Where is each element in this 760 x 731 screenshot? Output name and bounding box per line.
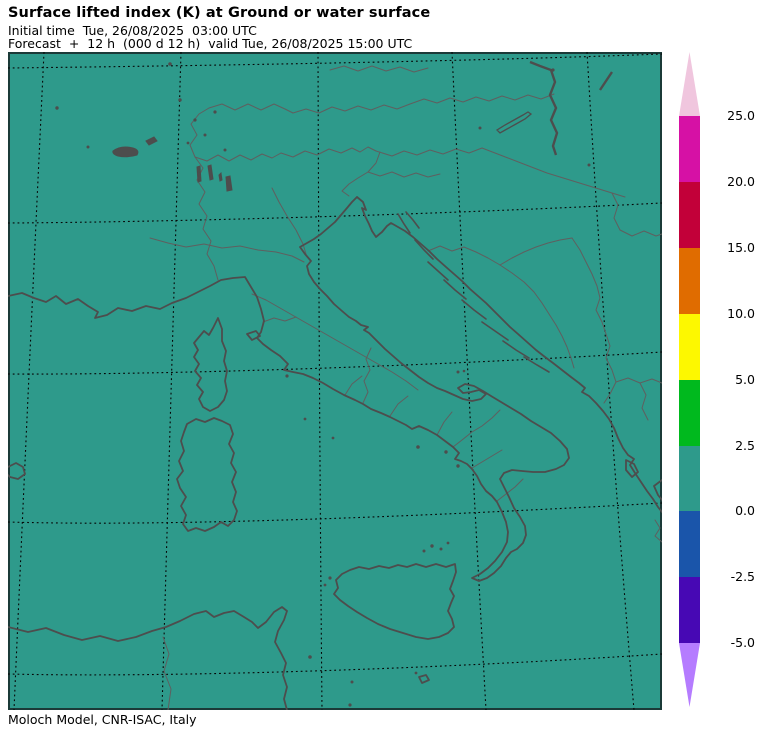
lake-geneva — [112, 146, 139, 158]
coast-elba — [246, 330, 261, 341]
coast-sicily — [333, 563, 457, 640]
colorbar-segment — [679, 314, 700, 380]
coast-menorca — [7, 462, 26, 480]
lake-iseo — [218, 171, 223, 182]
colorbar-tick-label: 2.5 — [735, 438, 755, 453]
colorbar-tick-label: 20.0 — [727, 174, 755, 189]
colorbar-under-arrow — [679, 643, 700, 707]
colorbar-segment — [679, 248, 700, 314]
colorbar-tick-label: 25.0 — [727, 108, 755, 123]
colorbar-tick-label: 5.0 — [735, 372, 755, 387]
coast-corfu — [625, 459, 639, 478]
coast-greece-fragment — [653, 479, 663, 501]
model-credit: Moloch Model, CNR-ISAC, Italy — [8, 712, 197, 727]
colorbar-tick-label: 10.0 — [727, 306, 755, 321]
colorbar-over-arrow — [679, 52, 700, 116]
map-canvas — [7, 51, 663, 711]
colorbar-tick-label: 0.0 — [735, 503, 755, 518]
initial-time-text: Initial time Tue, 26/08/2025 03:00 UTC — [8, 23, 257, 38]
forecast-valid-text: Forecast + 12 h (000 d 12 h) valid Tue, … — [8, 36, 413, 51]
lake-maggiore — [196, 165, 202, 183]
coast-sardinia — [176, 417, 238, 532]
colorbar-segment — [679, 577, 700, 643]
lakes — [112, 60, 613, 192]
plot-title: Surface lifted index (K) at Ground or wa… — [8, 5, 431, 21]
colorbar-tick-label: 15.0 — [727, 240, 755, 255]
coast-corsica — [193, 317, 228, 412]
lake-neuchatel — [145, 136, 158, 146]
coast-malta — [418, 674, 430, 684]
graticule — [7, 51, 663, 711]
tisza-river — [599, 71, 613, 91]
colorbar-tick-label: -5.0 — [730, 635, 755, 650]
colorbar-tick-label: -2.5 — [730, 569, 755, 584]
danube-river — [529, 60, 559, 156]
map-area — [7, 51, 663, 711]
lake-balaton — [495, 111, 533, 134]
lake-garda — [225, 175, 233, 192]
colorbar-segment — [679, 116, 700, 182]
colorbar-segment — [679, 182, 700, 248]
lake-como — [207, 164, 214, 181]
colorbar-segment — [679, 511, 700, 577]
coast-north-africa — [7, 606, 288, 711]
coastlines — [7, 196, 663, 711]
dalmatian-islands — [397, 211, 550, 373]
coast-mainland — [7, 196, 663, 582]
colorbar-segment — [679, 380, 700, 446]
small-islands — [55, 62, 591, 707]
map-field-fill — [8, 52, 662, 710]
colorbar-segment — [679, 446, 700, 511]
